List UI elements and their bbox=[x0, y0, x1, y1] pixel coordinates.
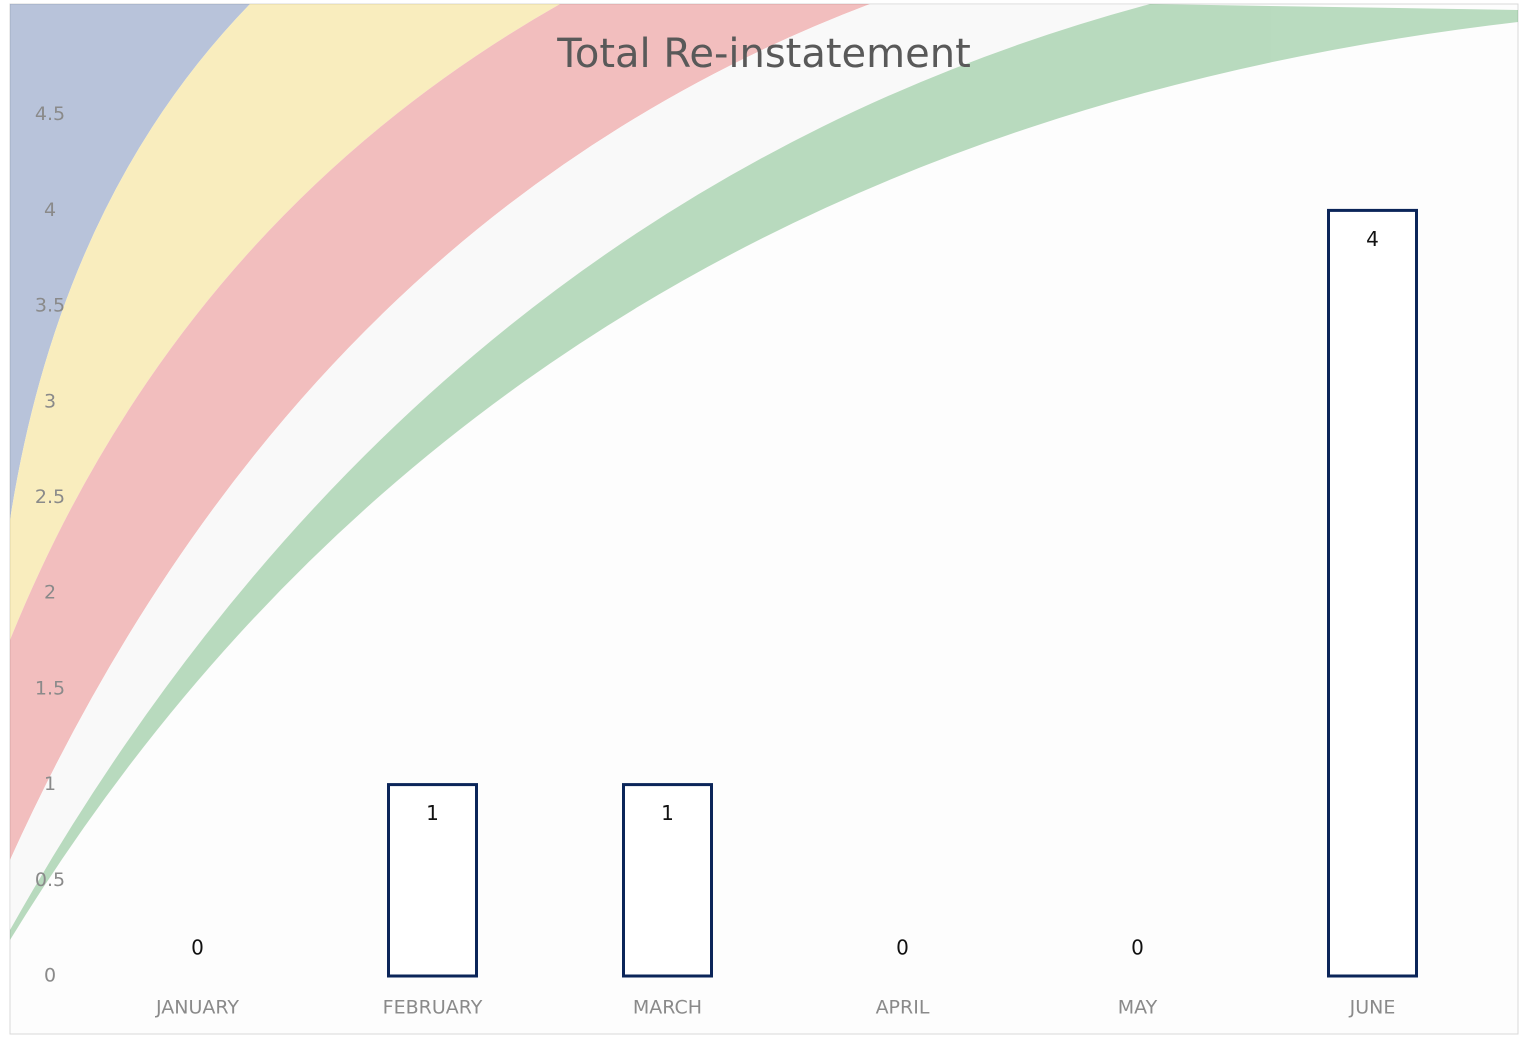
y-tick-label: 0.5 bbox=[35, 869, 65, 891]
background-swoosh bbox=[10, 4, 1518, 940]
x-tick-label: MAY bbox=[1118, 997, 1158, 1019]
chart-frame bbox=[9, 3, 1519, 1035]
data-label: 4 bbox=[1366, 227, 1379, 251]
data-label: 0 bbox=[191, 936, 204, 960]
y-tick-label: 4 bbox=[44, 199, 56, 221]
y-tick-label: 0 bbox=[44, 965, 56, 987]
y-tick-label: 1.5 bbox=[35, 677, 65, 699]
x-tick-label: JANUARY bbox=[155, 997, 239, 1019]
data-label: 1 bbox=[661, 801, 674, 825]
bar bbox=[1327, 208, 1418, 978]
y-tick-label: 1 bbox=[44, 773, 56, 795]
y-tick-label: 2 bbox=[44, 582, 56, 604]
x-tick-label: MARCH bbox=[633, 997, 702, 1019]
data-label: 0 bbox=[896, 936, 909, 960]
x-tick-label: APRIL bbox=[876, 997, 930, 1019]
bar bbox=[622, 783, 713, 978]
y-tick-label: 3.5 bbox=[35, 295, 65, 317]
data-label: 0 bbox=[1131, 936, 1144, 960]
x-tick-label: JUNE bbox=[1349, 997, 1396, 1019]
bar bbox=[387, 783, 478, 978]
x-tick-label: FEBRUARY bbox=[383, 997, 483, 1019]
y-tick-label: 2.5 bbox=[35, 486, 65, 508]
chart-title: Total Re-instatement bbox=[556, 31, 971, 77]
y-tick-label: 4.5 bbox=[35, 103, 65, 125]
data-label: 1 bbox=[426, 801, 439, 825]
y-tick-label: 3 bbox=[44, 390, 56, 412]
